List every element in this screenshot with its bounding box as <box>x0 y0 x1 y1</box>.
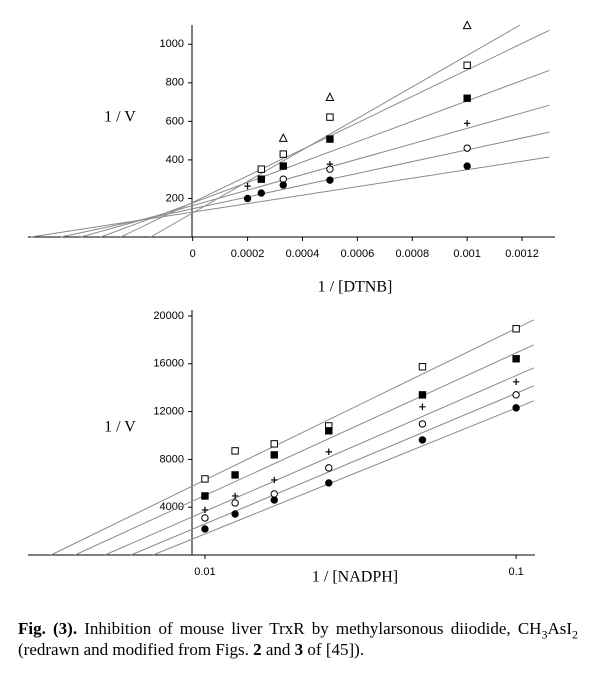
marker <box>201 514 209 522</box>
marker <box>462 20 472 30</box>
caption-text: Inhibition of mouse liver TrxR by methyl… <box>77 619 542 638</box>
marker <box>279 181 287 189</box>
marker <box>325 448 332 456</box>
fit-line <box>100 69 550 238</box>
y-axis-title: 1 / V <box>104 109 136 126</box>
caption-text: (redrawn and modified from Figs. <box>18 640 254 659</box>
fit-line <box>50 319 535 556</box>
x-tick-label: 0.0004 <box>286 248 320 260</box>
marker <box>279 162 287 170</box>
marker <box>463 61 471 69</box>
marker <box>270 440 278 448</box>
marker <box>201 525 209 533</box>
y-tick-label: 800 <box>166 77 184 89</box>
marker <box>463 162 471 170</box>
marker <box>201 506 209 514</box>
marker <box>418 420 427 428</box>
marker <box>231 510 239 518</box>
caption-text: and <box>261 640 295 659</box>
x-tick-label: 0.1 <box>508 566 523 578</box>
marker <box>512 378 520 386</box>
marker <box>512 391 520 399</box>
x-tick-label: 0.001 <box>453 248 481 260</box>
caption-text: 3 <box>294 640 304 659</box>
marker <box>512 404 520 412</box>
caption-text: of [45]). <box>303 640 365 659</box>
fit-line <box>130 385 535 556</box>
y-tick-label: 8000 <box>160 453 184 465</box>
marker <box>512 325 520 333</box>
y-tick-label: 4000 <box>160 501 184 513</box>
marker <box>326 165 334 173</box>
marker <box>271 476 278 484</box>
y-tick-label: 200 <box>166 192 184 204</box>
marker <box>326 135 334 143</box>
marker <box>418 391 427 399</box>
marker <box>278 133 288 142</box>
marker <box>326 113 334 121</box>
y-tick-label: 600 <box>166 115 184 127</box>
y-tick-label: 12000 <box>153 405 184 417</box>
marker <box>201 475 209 483</box>
x-axis-title: 1 / [NADPH] <box>312 569 398 586</box>
marker <box>326 176 334 184</box>
marker <box>418 363 427 371</box>
marker <box>201 492 209 500</box>
caption-text: 3 <box>541 627 548 642</box>
y-tick-label: 400 <box>166 154 184 166</box>
marker <box>463 94 471 102</box>
caption: Fig. (3). Inhibition of mouse liver TrxR… <box>18 618 578 660</box>
caption-text: Fig. (3). <box>18 619 78 638</box>
marker <box>231 471 239 479</box>
figure: 0 0.0002 0.0004 0.0006 0.0008 0.001 0.0012 200 4… <box>28 20 555 586</box>
x-tick-label: 0.0006 <box>341 248 375 260</box>
x-tick-label: 0.0002 <box>231 248 265 260</box>
fit-line <box>104 367 535 556</box>
fit-line <box>74 344 535 556</box>
marker <box>463 120 471 127</box>
fit-line <box>30 156 550 238</box>
marker <box>231 492 239 500</box>
caption-text: AsI <box>547 619 572 638</box>
marker <box>244 182 251 190</box>
x-axis-title: 1 / [DTNB] <box>318 279 393 296</box>
marker <box>270 451 278 459</box>
x-tick-label: 0 <box>190 248 196 260</box>
y-tick-label: 1000 <box>160 38 184 50</box>
y-tick-label: 16000 <box>153 358 184 370</box>
marker <box>418 436 427 444</box>
marker <box>325 427 333 435</box>
marker <box>231 499 239 507</box>
marker <box>325 92 335 101</box>
x-tick-label: 0.01 <box>194 566 215 578</box>
marker <box>463 144 471 152</box>
marker <box>279 150 287 158</box>
marker <box>243 194 252 203</box>
marker <box>270 490 278 498</box>
x-tick-label: 0.0008 <box>395 248 429 260</box>
marker <box>512 355 520 363</box>
y-axis-title: 1 / V <box>104 419 136 436</box>
x-tick-label: 0.0012 <box>505 248 539 260</box>
fit-line <box>152 400 535 556</box>
marker <box>325 464 333 472</box>
y-tick-label: 20000 <box>153 310 184 322</box>
marker <box>419 403 426 411</box>
caption-text: 2 <box>572 627 578 642</box>
caption-text: 2 <box>253 640 262 659</box>
marker <box>325 479 333 487</box>
fit-line <box>80 104 550 238</box>
marker <box>270 496 278 504</box>
marker <box>257 175 266 183</box>
marker <box>257 165 266 173</box>
marker <box>231 447 239 455</box>
fit-line <box>150 24 521 238</box>
marker <box>257 189 266 197</box>
